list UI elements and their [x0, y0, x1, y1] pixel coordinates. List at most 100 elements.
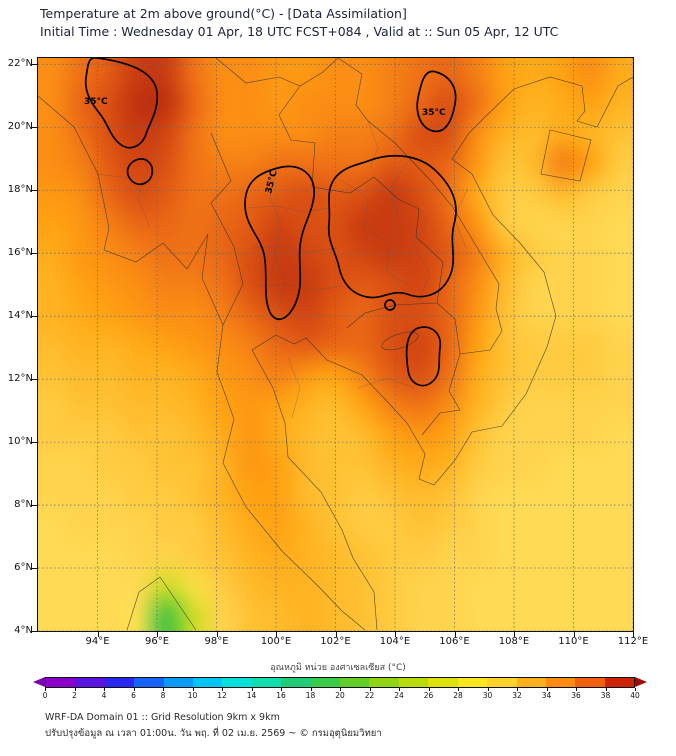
- y-axis-tick-label: 8°N: [14, 499, 33, 511]
- isotherm-contours: [84, 58, 457, 387]
- y-axis-tick-label: 22°N: [7, 58, 33, 70]
- page-subtitle: Initial Time : Wednesday 01 Apr, 18 UTC …: [40, 24, 559, 39]
- colorbar-tick-label: 6: [131, 691, 136, 700]
- colorbar-tick: [192, 688, 194, 691]
- map-plot: 35°C 35°C 35°C: [37, 57, 634, 632]
- y-axis-tick: [32, 316, 37, 318]
- colorbar-segment: [398, 678, 429, 687]
- colorbar-tick-label: 14: [246, 691, 257, 700]
- gridlines: [38, 58, 633, 631]
- colorbar-tick-label: 30: [482, 691, 493, 700]
- colorbar-title: อุณหภูมิ หน่วย องศาเซลเซียส (°C): [270, 663, 406, 673]
- hainan-island-path: [540, 129, 592, 182]
- isotherm-dot: [384, 299, 396, 311]
- colorbar-tick-label: 12: [217, 691, 227, 700]
- tonle-sap-lake: [381, 331, 419, 351]
- isotherm-cambodia: [405, 326, 442, 387]
- colorbar-tick-label: 36: [571, 691, 581, 700]
- isotherm-north-vietnam: [416, 70, 457, 133]
- colorbar-segment: [222, 678, 252, 687]
- x-axis-tick: [395, 632, 396, 637]
- y-axis-tick-label: 6°N: [14, 562, 33, 574]
- x-axis-tick-label: 106°E: [439, 636, 470, 647]
- colorbar-tick-label: 8: [160, 691, 166, 700]
- colorbar-tick: [605, 688, 607, 691]
- colorbar-segment: [163, 678, 194, 687]
- colorbar-tick-label: 22: [364, 691, 375, 700]
- colorbar-segment: [545, 678, 576, 687]
- y-axis-tick-label: 14°N: [7, 310, 33, 322]
- y-axis-tick: [32, 568, 37, 570]
- colorbar-left-arrow: [33, 677, 45, 687]
- colorbar-tick: [428, 688, 430, 691]
- colorbar-tick-label: 34: [541, 691, 552, 700]
- border-myanmar-laos: [278, 85, 301, 116]
- coastline-east-path: [251, 76, 633, 631]
- colorbar-tick: [458, 688, 459, 691]
- colorbar-tick: [133, 688, 135, 691]
- footer-update-info: ปรับปรุงข้อมูล ณ เวลา 01:00น. วัน พฤ. ที…: [45, 728, 382, 739]
- colorbar-tick: [546, 688, 548, 691]
- colorbar-tick: [576, 688, 577, 691]
- colorbar-tick: [281, 688, 282, 691]
- colorbar-tick: [251, 688, 253, 691]
- colorbar-tick: [517, 688, 518, 691]
- y-axis-tick: [32, 64, 37, 66]
- colorbar-tick: [399, 688, 400, 691]
- colorbar-tick-label: 2: [72, 691, 77, 700]
- x-axis-tick: [454, 632, 456, 637]
- colorbar-segment: [310, 678, 341, 687]
- colorbar-tick: [487, 688, 489, 691]
- isotherm-myanmar-small: [126, 158, 154, 186]
- colorbar-segment: [457, 678, 488, 687]
- border-laos-vietnam: [337, 58, 503, 355]
- x-axis-tick: [633, 632, 634, 637]
- colorbar-segment: [134, 678, 164, 687]
- border-cambodia-vietnam: [421, 302, 461, 436]
- colorbar-tick-label: 28: [453, 691, 463, 700]
- x-axis-tick-label: 102°E: [320, 636, 351, 647]
- colorbar-segment: [251, 678, 282, 687]
- y-axis-tick-label: 16°N: [7, 247, 33, 259]
- y-axis-tick: [32, 442, 37, 444]
- colorbar-segment: [281, 678, 311, 687]
- x-axis-tick-label: 108°E: [498, 636, 530, 647]
- colorbar-segment: [428, 678, 458, 687]
- colorbar-tick: [104, 688, 105, 691]
- colorbar-segment: [604, 678, 635, 687]
- colorbar-bar: [45, 677, 635, 688]
- x-axis-tick: [216, 632, 218, 637]
- colorbar-tick: [310, 688, 312, 691]
- colorbar-segment: [487, 678, 517, 687]
- colorbar-tick-label: 18: [305, 691, 316, 700]
- colorbar-segment: [75, 678, 105, 687]
- y-axis-tick-label: 12°N: [7, 373, 33, 385]
- x-axis-tick-label: 94°E: [85, 636, 110, 647]
- colorbar-tick-label: 38: [600, 691, 611, 700]
- colorbar-tick: [635, 688, 636, 691]
- colorbar-tick: [369, 688, 371, 691]
- colorbar-tick: [340, 688, 341, 691]
- x-axis-tick-label: 112°E: [617, 636, 649, 647]
- colorbar-right-arrow: [635, 677, 647, 687]
- x-axis-tick-label: 98°E: [204, 636, 229, 647]
- colorbar: 0 2 4 6 8 10 12 14 16 18 20 22 24 26 28 30 32 34 36 38 40: [33, 677, 647, 707]
- border-thailand-cambodia: [346, 302, 438, 329]
- y-axis-tick: [32, 631, 37, 632]
- y-axis-tick: [32, 505, 37, 507]
- colorbar-segment: [46, 678, 76, 687]
- x-axis-tick: [97, 632, 99, 637]
- border-china-north: [215, 58, 339, 87]
- colorbar-tick: [222, 688, 223, 691]
- colorbar-tick-label: 10: [187, 691, 198, 700]
- isotherm-myanmar: [84, 58, 159, 149]
- colorbar-segment: [575, 678, 605, 687]
- colorbar-tick: [45, 688, 46, 691]
- x-axis-tick: [514, 632, 515, 637]
- y-axis-tick-label: 4°N: [14, 625, 33, 636]
- y-axis-tick: [32, 379, 37, 381]
- colorbar-segment: [104, 678, 135, 687]
- x-axis-tick-label: 104°E: [379, 636, 411, 647]
- colorbar-segment: [340, 678, 370, 687]
